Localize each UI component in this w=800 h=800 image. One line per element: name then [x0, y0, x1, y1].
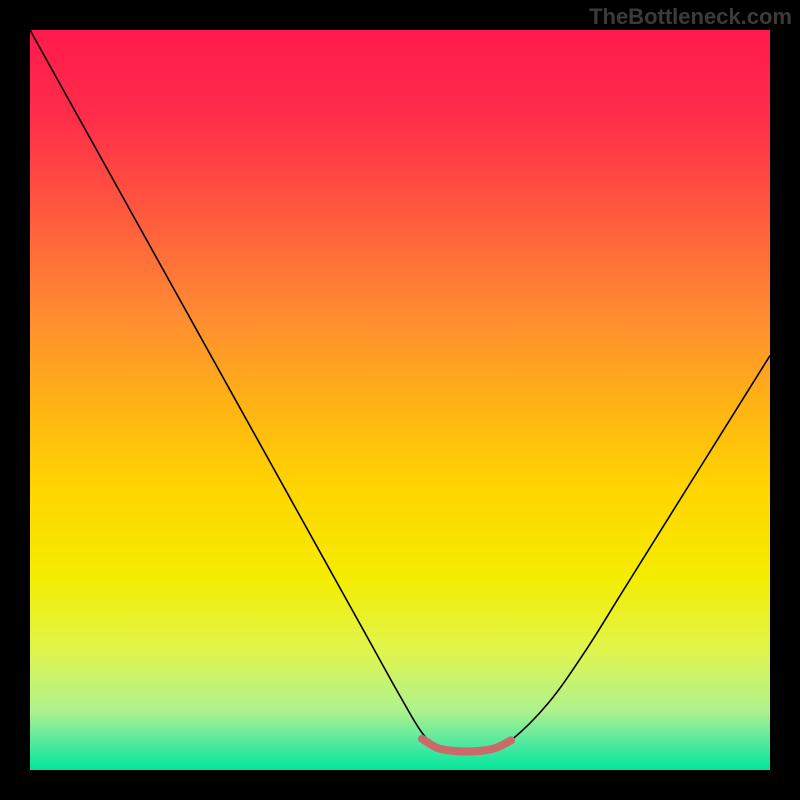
watermark-text: TheBottleneck.com: [589, 4, 792, 30]
bottleneck-chart: [30, 30, 770, 770]
chart-background: [30, 30, 770, 770]
series-bottom_band-marker: [507, 736, 515, 744]
chart-container: TheBottleneck.com: [0, 0, 800, 800]
series-bottom_band-marker: [418, 735, 426, 743]
